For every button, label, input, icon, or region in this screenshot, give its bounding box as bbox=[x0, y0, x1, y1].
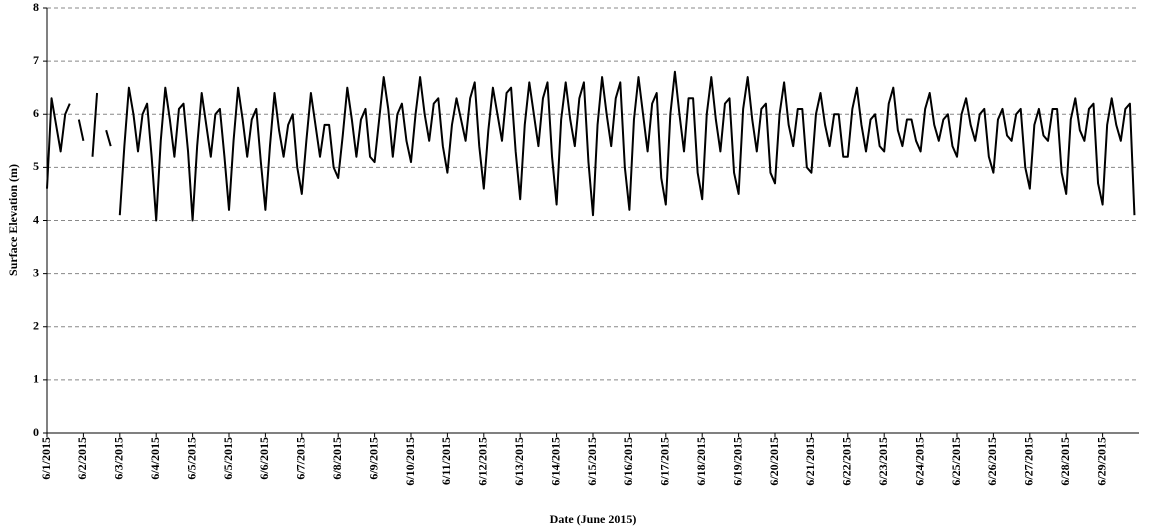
x-tick-label: 6/3/2015 bbox=[112, 437, 126, 480]
x-tick-label: 6/26/2015 bbox=[985, 437, 999, 486]
x-tick-label: 6/10/2015 bbox=[403, 437, 417, 486]
x-tick-label: 6/16/2015 bbox=[621, 437, 635, 486]
x-tick-label: 6/27/2015 bbox=[1022, 437, 1036, 486]
x-tick-label: 6/8/2015 bbox=[330, 437, 344, 480]
data-line bbox=[46, 70, 1136, 222]
x-tick-label: 6/21/2015 bbox=[803, 437, 817, 486]
x-tick-label: 6/5/2015 bbox=[184, 437, 198, 480]
y-tick-label: 4 bbox=[33, 212, 39, 226]
x-tick-label: 6/6/2015 bbox=[257, 437, 271, 480]
y-tick-label: 1 bbox=[33, 372, 39, 386]
x-tick-label: 6/9/2015 bbox=[366, 437, 380, 480]
x-tick-label: 6/7/2015 bbox=[294, 437, 308, 480]
y-tick-label: 2 bbox=[33, 319, 39, 333]
x-axis-title: Date (June 2015) bbox=[550, 512, 637, 526]
x-tick-label: 6/25/2015 bbox=[949, 437, 963, 486]
y-axis-title: Surface Elevation (m) bbox=[6, 164, 20, 276]
x-tick-label: 6/28/2015 bbox=[1058, 437, 1072, 486]
x-tick-label: 6/14/2015 bbox=[548, 437, 562, 486]
x-tick-label: 6/5/2015 bbox=[221, 437, 235, 480]
y-tick-label: 6 bbox=[33, 106, 39, 120]
y-tick-label: 3 bbox=[33, 265, 39, 279]
x-tick-label: 6/24/2015 bbox=[912, 437, 926, 486]
y-tick-label: 7 bbox=[33, 53, 39, 67]
x-tick-label: 6/17/2015 bbox=[658, 437, 672, 486]
x-tick-label: 6/12/2015 bbox=[476, 437, 490, 486]
x-tick-label: 6/19/2015 bbox=[730, 437, 744, 486]
y-tick-label: 5 bbox=[33, 159, 39, 173]
x-tick-label: 6/18/2015 bbox=[694, 437, 708, 486]
x-tick-label: 6/2/2015 bbox=[75, 437, 89, 480]
x-tick-label: 6/4/2015 bbox=[148, 437, 162, 480]
x-tick-label: 6/11/2015 bbox=[439, 437, 453, 485]
x-tick-label: 6/15/2015 bbox=[585, 437, 599, 486]
x-tick-label: 6/22/2015 bbox=[840, 437, 854, 486]
x-tick-label: 6/29/2015 bbox=[1094, 437, 1108, 486]
x-tick-label: 6/13/2015 bbox=[512, 437, 526, 486]
x-tick-label: 6/23/2015 bbox=[876, 437, 890, 486]
x-tick-label: 6/20/2015 bbox=[767, 437, 781, 486]
y-tick-label: 0 bbox=[33, 425, 39, 439]
x-tick-label: 6/1/2015 bbox=[39, 437, 53, 480]
y-tick-label: 8 bbox=[33, 0, 39, 14]
